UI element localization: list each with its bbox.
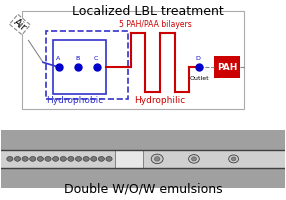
Text: Outlet: Outlet — [189, 76, 209, 81]
Ellipse shape — [45, 156, 51, 161]
Bar — [115, 150, 143, 168]
Ellipse shape — [192, 157, 196, 161]
Bar — [53, 40, 106, 94]
Text: A: A — [55, 56, 60, 61]
Ellipse shape — [30, 156, 36, 161]
Ellipse shape — [37, 156, 43, 161]
Text: C: C — [93, 56, 98, 61]
Ellipse shape — [76, 156, 82, 161]
Ellipse shape — [7, 156, 13, 161]
Bar — [22, 11, 244, 109]
Ellipse shape — [229, 155, 239, 163]
Text: Air: Air — [11, 16, 28, 33]
Text: PAH: PAH — [217, 63, 237, 72]
Ellipse shape — [188, 155, 199, 163]
Ellipse shape — [60, 156, 66, 161]
Bar — [1, 150, 285, 168]
Text: 5 PAH/PAA bilayers: 5 PAH/PAA bilayers — [119, 20, 192, 29]
Bar — [1, 130, 285, 188]
Text: Hydrophobic: Hydrophobic — [46, 96, 103, 105]
Ellipse shape — [14, 156, 21, 161]
Ellipse shape — [53, 156, 59, 161]
Text: Double W/O/W emulsions: Double W/O/W emulsions — [64, 183, 222, 196]
Ellipse shape — [68, 156, 74, 161]
Ellipse shape — [154, 157, 160, 161]
Ellipse shape — [91, 156, 97, 161]
Text: D: D — [195, 56, 200, 61]
Text: Localized LBL treatment: Localized LBL treatment — [72, 5, 224, 18]
Text: B: B — [75, 56, 79, 61]
Text: Hydrophilic: Hydrophilic — [134, 96, 186, 105]
Ellipse shape — [151, 154, 163, 164]
Bar — [45, 31, 128, 99]
Ellipse shape — [106, 156, 112, 161]
Ellipse shape — [22, 156, 28, 161]
Ellipse shape — [231, 157, 236, 161]
Ellipse shape — [83, 156, 89, 161]
Bar — [214, 56, 241, 78]
Ellipse shape — [98, 156, 104, 161]
